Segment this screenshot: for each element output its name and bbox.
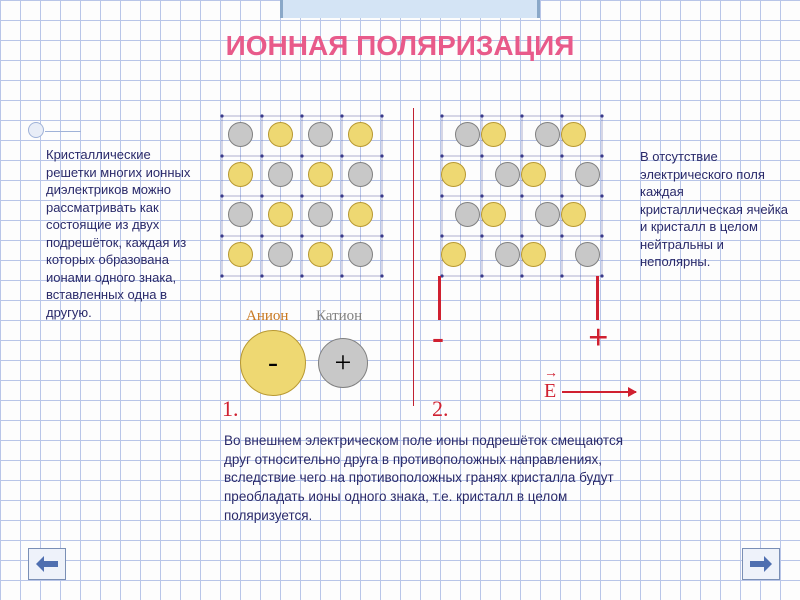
cation-label: Катион — [316, 308, 362, 325]
right-paragraph: В отсутствие электрического поля каждая … — [640, 148, 790, 271]
arrow-left-icon — [36, 555, 58, 573]
cation-ion — [308, 202, 333, 227]
anion-label: Анион — [246, 308, 288, 325]
figure-number-2: 2. — [432, 396, 449, 422]
anion-ion — [228, 162, 253, 187]
bullet-decoration — [28, 122, 44, 138]
negative-plate — [438, 276, 441, 320]
arrow-right-icon — [750, 555, 772, 573]
anion-ion — [441, 162, 466, 187]
cation-ion — [308, 122, 333, 147]
cation-ion — [228, 202, 253, 227]
anion-ion — [348, 122, 373, 147]
page-title: ИОННАЯ ПОЛЯРИЗАЦИЯ — [0, 30, 800, 62]
cation-ion — [268, 162, 293, 187]
anion-ion — [561, 202, 586, 227]
e-letter: E — [544, 380, 556, 403]
anion-ion — [521, 242, 546, 267]
top-accent-bar — [280, 0, 540, 18]
anion-ion — [441, 242, 466, 267]
cation-ion — [535, 122, 560, 147]
left-paragraph: Кристаллические решетки многих ионных ди… — [46, 146, 204, 321]
anion-ion — [308, 162, 333, 187]
cation-ion — [535, 202, 560, 227]
cation-ion — [455, 202, 480, 227]
anion-ion — [561, 122, 586, 147]
anion-ion — [481, 202, 506, 227]
big-anion-icon: - — [240, 330, 306, 396]
cation-ion — [348, 162, 373, 187]
anion-ion — [228, 242, 253, 267]
big-cation-icon: + — [318, 338, 368, 388]
anion-ion — [268, 202, 293, 227]
cation-ion — [495, 162, 520, 187]
anion-ion — [348, 202, 373, 227]
bottom-paragraph: Во внешнем электрическом поле ионы подре… — [224, 432, 638, 525]
separator-line — [413, 108, 414, 406]
cation-ion — [348, 242, 373, 267]
anion-ion — [481, 122, 506, 147]
anion-ion — [268, 122, 293, 147]
figure-number-1: 1. — [222, 396, 239, 422]
cation-ion — [495, 242, 520, 267]
anion-ion — [521, 162, 546, 187]
positive-plate-label: + — [588, 316, 609, 358]
e-field-vector: E — [544, 380, 636, 403]
positive-plate — [596, 276, 599, 320]
cation-ion — [268, 242, 293, 267]
prev-button[interactable] — [28, 548, 66, 580]
cation-ion — [575, 242, 600, 267]
cation-ion — [455, 122, 480, 147]
negative-plate-label: - — [432, 316, 444, 358]
cation-ion — [575, 162, 600, 187]
next-button[interactable] — [742, 548, 780, 580]
cation-ion — [228, 122, 253, 147]
anion-ion — [308, 242, 333, 267]
arrow-icon — [562, 391, 636, 393]
